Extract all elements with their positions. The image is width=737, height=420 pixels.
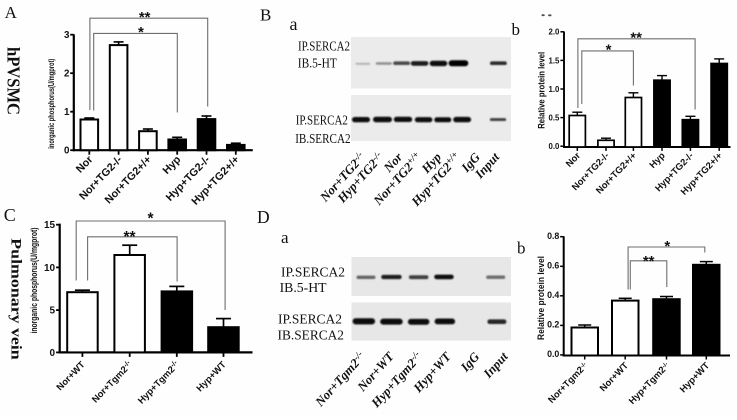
svg-text:0.8: 0.8 — [547, 231, 559, 241]
svg-text:A: A — [5, 3, 18, 22]
svg-text:IB.SERCA2: IB.SERCA2 — [295, 131, 350, 146]
svg-text:a: a — [281, 228, 289, 247]
svg-text:IP.SERCA2: IP.SERCA2 — [296, 113, 348, 128]
svg-text:1.5: 1.5 — [549, 56, 561, 65]
svg-text:0: 0 — [50, 348, 56, 359]
svg-text:**: ** — [123, 229, 136, 246]
svg-text:b: b — [512, 20, 521, 39]
svg-text:IB.5-HT: IB.5-HT — [280, 280, 327, 295]
svg-text:IP.SERCA2: IP.SERCA2 — [278, 311, 342, 326]
svg-text:D: D — [257, 207, 270, 227]
svg-text:*: * — [664, 238, 670, 255]
svg-text:*: * — [147, 211, 154, 228]
svg-text:hPVSMC: hPVSMC — [3, 47, 23, 115]
svg-text:0.6: 0.6 — [547, 261, 559, 271]
svg-text:0: 0 — [64, 146, 70, 157]
svg-text:0.0: 0.0 — [549, 142, 561, 151]
svg-text:0.5: 0.5 — [549, 114, 561, 123]
svg-text:IP.SERCA2: IP.SERCA2 — [281, 264, 345, 279]
svg-text:5: 5 — [50, 306, 56, 317]
svg-text:B: B — [260, 5, 271, 24]
svg-text:b: b — [517, 238, 526, 257]
svg-text:0.0: 0.0 — [547, 349, 559, 359]
svg-text:Pulmonary vein: Pulmonary vein — [7, 238, 23, 360]
svg-text:*: * — [606, 42, 612, 59]
svg-text:**: ** — [630, 29, 642, 46]
svg-text:Relative protein level: Relative protein level — [537, 52, 547, 129]
svg-text:**: ** — [139, 9, 151, 26]
svg-text:10: 10 — [44, 263, 56, 274]
svg-text:15: 15 — [44, 220, 56, 231]
svg-text:0.4: 0.4 — [547, 290, 559, 300]
svg-text:Relative protein level: Relative protein level — [536, 256, 546, 340]
svg-text:3: 3 — [64, 30, 70, 41]
svg-text:1.0: 1.0 — [549, 85, 561, 94]
svg-text:C: C — [4, 205, 16, 225]
svg-text:inorganic phosphorus(U/mgprot): inorganic phosphorus(U/mgprot) — [29, 227, 39, 333]
svg-text:*: * — [138, 24, 144, 41]
svg-text:IP.SERCA2: IP.SERCA2 — [298, 38, 350, 53]
svg-text:2: 2 — [64, 69, 70, 80]
svg-text:1: 1 — [64, 107, 70, 118]
svg-text:inorganic phosphorus(U/mgprot): inorganic phosphorus(U/mgprot) — [47, 58, 56, 148]
svg-text:2.0: 2.0 — [549, 28, 561, 37]
svg-text:a: a — [290, 14, 298, 34]
svg-text:0.2: 0.2 — [547, 320, 559, 330]
svg-text:**: ** — [643, 253, 655, 270]
svg-text:IB.5-HT: IB.5-HT — [298, 56, 338, 71]
svg-text:IB.SERCA2: IB.SERCA2 — [278, 327, 345, 342]
